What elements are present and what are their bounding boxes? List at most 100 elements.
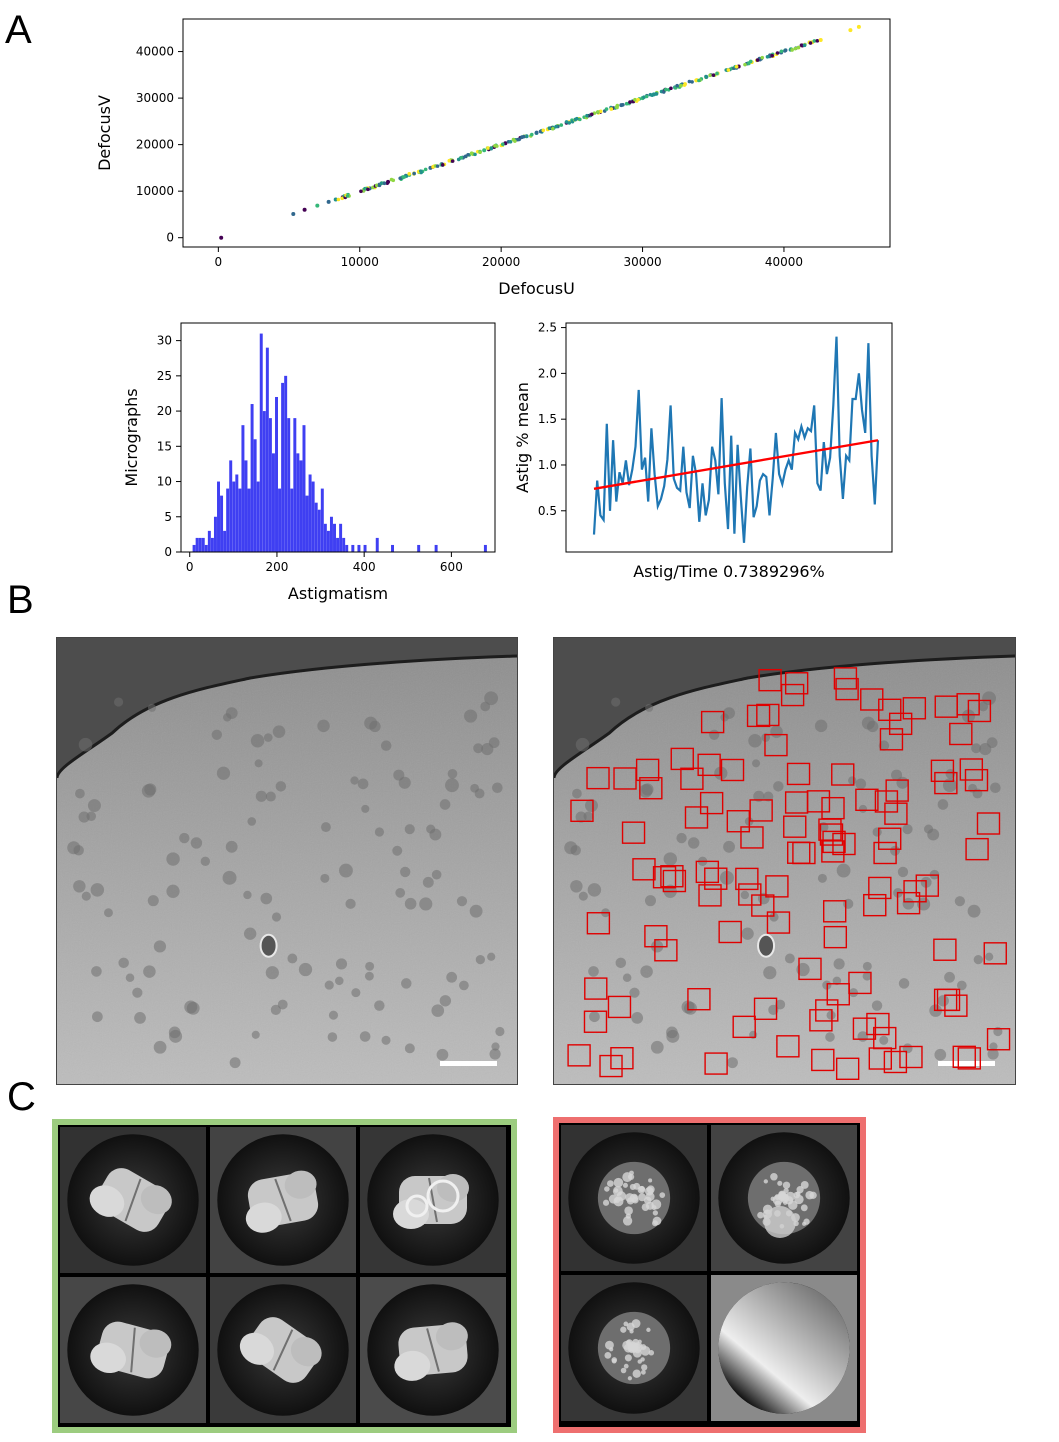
particle-pick-box	[878, 827, 902, 850]
particle	[587, 883, 602, 897]
particle	[487, 952, 496, 961]
density-groove	[426, 1328, 440, 1372]
particle	[942, 778, 957, 793]
histogram-bar	[302, 425, 306, 552]
scatter-point	[366, 187, 370, 192]
scatter-point	[604, 107, 609, 111]
y-tick-label: 40000	[136, 45, 174, 59]
y-axis-label: Micrographs	[122, 388, 141, 486]
particle-pick-box	[852, 1017, 877, 1040]
blob-speckle	[782, 1181, 791, 1189]
particle-pick-box	[584, 977, 608, 1000]
particle	[770, 725, 783, 738]
particle-pick-box	[660, 865, 684, 888]
particle	[987, 1048, 999, 1060]
particle	[982, 691, 997, 706]
x-axis-label: Astigmatism	[288, 584, 388, 603]
particle	[917, 897, 931, 911]
scatter-point	[856, 24, 861, 29]
particle-density	[394, 1322, 468, 1381]
blob-speckle	[774, 1200, 782, 1207]
particle	[229, 1057, 241, 1069]
blob-speckle	[796, 1186, 804, 1194]
histogram-bar	[204, 544, 208, 552]
particle-pick-box	[934, 695, 958, 718]
particle	[381, 1035, 391, 1045]
particle	[872, 827, 882, 837]
particle	[211, 729, 222, 740]
scatter-point	[500, 142, 505, 147]
histogram-bar	[299, 460, 303, 552]
blob-speckle	[604, 1351, 612, 1359]
particle-pick-box	[819, 823, 844, 846]
x-axis-label: DefocusU	[498, 279, 575, 298]
particle	[75, 788, 85, 799]
particle	[431, 1004, 445, 1017]
panel-label-c: C	[7, 1075, 36, 1119]
scatter-point	[793, 46, 798, 51]
density-lobe	[90, 1342, 126, 1374]
blob-speckle	[625, 1213, 632, 1219]
particle	[419, 897, 433, 911]
particle-pick-box	[607, 995, 632, 1019]
class-average-tile	[360, 1127, 506, 1273]
particle-pick-box	[610, 1047, 634, 1070]
particle-density	[89, 1168, 172, 1232]
particle	[431, 869, 442, 880]
y-tick-label: 0	[166, 231, 174, 245]
particle	[871, 1000, 883, 1011]
class-average-tile	[210, 1127, 356, 1273]
particle	[144, 783, 157, 796]
histogram-bar	[226, 488, 230, 552]
histogram-bar	[293, 418, 297, 552]
scatter-point	[669, 86, 673, 91]
histogram-bar	[323, 523, 327, 552]
y-tick-label: 2.0	[538, 366, 557, 380]
density-lobe	[239, 1332, 275, 1365]
y-tick-label: 10000	[136, 184, 174, 198]
scatter-point	[654, 92, 658, 96]
particle	[687, 837, 700, 849]
particle	[495, 1026, 505, 1037]
blob-speckle	[644, 1186, 654, 1196]
blob-speckle	[624, 1354, 632, 1362]
particle-pick-box	[700, 710, 725, 734]
scatter-point	[435, 164, 440, 168]
plot-frame	[565, 322, 893, 553]
y-tick-label: 0.5	[538, 504, 557, 518]
particle	[784, 953, 795, 964]
particle	[118, 957, 129, 969]
x-tick-label: 0	[215, 255, 223, 269]
particle-pick-box	[983, 942, 1007, 965]
particle	[78, 737, 93, 752]
particle	[879, 1035, 889, 1045]
particle	[265, 966, 279, 980]
x-tick-label: 200	[265, 560, 288, 574]
blob-speckle	[620, 1326, 627, 1333]
particle	[934, 1048, 947, 1061]
x-tick-label: 600	[440, 560, 463, 574]
histogram-bar	[363, 544, 367, 552]
scatter-point	[486, 146, 490, 150]
blob-speckle	[609, 1347, 614, 1352]
particle	[92, 1011, 103, 1023]
particle	[169, 1029, 183, 1043]
particle	[216, 766, 231, 780]
blob-speckle	[622, 1216, 633, 1226]
artifact-density	[718, 1282, 850, 1414]
particle-pick-box	[915, 874, 939, 897]
particle	[335, 958, 348, 970]
particle	[676, 832, 687, 844]
particle-pick-box	[586, 912, 611, 935]
scatter-point	[687, 79, 692, 84]
particle	[73, 880, 86, 893]
blob-speckle	[757, 1211, 764, 1219]
density-groove	[428, 1177, 438, 1223]
histogram-bar	[198, 537, 202, 552]
particle	[971, 743, 982, 754]
particle	[666, 1029, 680, 1043]
particle-density	[393, 1174, 469, 1229]
particle-pick-box	[884, 802, 908, 825]
histogram-bar	[201, 537, 205, 552]
scatter-point	[802, 43, 807, 48]
